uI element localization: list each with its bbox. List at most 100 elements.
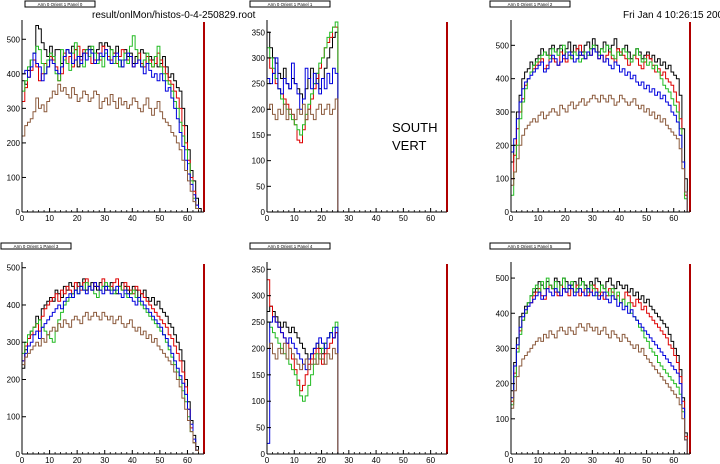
- panel-title: Arm 0 Orient 1 Panel 2: [508, 2, 553, 7]
- y-tick-label: 500: [7, 264, 21, 273]
- histogram-series-brown: [266, 98, 339, 212]
- y-tick-label: 300: [7, 338, 21, 347]
- x-tick-label: 20: [561, 214, 570, 223]
- histogram-series-red: [21, 278, 204, 455]
- x-tick-label: 60: [183, 456, 192, 464]
- y-tick-label: 200: [7, 375, 21, 384]
- y-tick-label: 500: [496, 274, 510, 283]
- panel-title: Arm 0 Orient 1 Panel 3: [14, 244, 59, 249]
- y-tick-label: 0: [16, 450, 21, 459]
- x-tick-label: 10: [290, 456, 299, 464]
- x-tick-label: 50: [642, 214, 651, 223]
- y-tick-label: 250: [252, 80, 266, 89]
- y-tick-label: 400: [496, 75, 510, 84]
- x-tick-label: 30: [344, 456, 353, 464]
- histogram-series-blue: [21, 49, 204, 213]
- x-tick-label: 0: [265, 456, 270, 464]
- y-tick-label: 100: [496, 175, 510, 184]
- y-tick-label: 0: [505, 450, 510, 459]
- panel-title-box: [249, 0, 331, 8]
- panel-title: Arm 0 Orient 1 Panel 4: [268, 244, 313, 249]
- x-tick-label: 50: [155, 214, 164, 223]
- x-tick-label: 60: [426, 214, 435, 223]
- histogram-series-green: [510, 277, 690, 455]
- panel-title-box: [0, 242, 72, 250]
- y-tick-label: 150: [252, 131, 266, 140]
- timestamp-label: Fri Jan 4 10:26:15 2008: [623, 10, 720, 21]
- y-tick-label: 100: [496, 415, 510, 424]
- histogram-series-brown: [510, 323, 690, 455]
- histogram-series-blue: [266, 316, 339, 454]
- x-tick-label: 50: [155, 456, 164, 464]
- y-tick-label: 500: [496, 41, 510, 50]
- x-tick-label: 50: [642, 456, 651, 464]
- x-tick-label: 10: [45, 214, 54, 223]
- y-tick-label: 0: [261, 208, 266, 217]
- x-tick-label: 60: [669, 214, 678, 223]
- x-tick-label: 20: [73, 214, 82, 223]
- y-tick-label: 300: [252, 292, 266, 301]
- y-tick-label: 0: [261, 450, 266, 459]
- panel-title: Arm 0 Orient 1 Panel 5: [508, 244, 553, 249]
- histogram-series-blue: [21, 282, 204, 455]
- x-tick-label: 60: [183, 214, 192, 223]
- x-tick-label: 0: [509, 456, 514, 464]
- x-tick-label: 10: [45, 456, 54, 464]
- y-tick-label: 300: [496, 108, 510, 117]
- x-tick-label: 20: [561, 456, 570, 464]
- panel-title-box: [489, 0, 571, 8]
- histogram-series-brown: [510, 94, 690, 213]
- y-tick-label: 100: [252, 157, 266, 166]
- y-tick-label: 250: [252, 318, 266, 327]
- histogram-series-red: [21, 45, 204, 213]
- y-tick-label: 200: [252, 344, 266, 353]
- y-tick-label: 0: [16, 208, 21, 217]
- y-tick-label: 400: [7, 301, 21, 310]
- x-tick-label: 40: [372, 214, 381, 223]
- y-tick-label: 0: [505, 208, 510, 217]
- x-tick-label: 40: [128, 456, 137, 464]
- histogram-series-brown: [21, 311, 204, 455]
- x-tick-label: 30: [588, 214, 597, 223]
- x-tick-label: 40: [615, 456, 624, 464]
- y-tick-label: 200: [496, 141, 510, 150]
- y-tick-label: 200: [7, 139, 21, 148]
- x-tick-label: 10: [534, 214, 543, 223]
- y-tick-label: 350: [252, 28, 266, 37]
- y-tick-label: 200: [252, 105, 266, 114]
- y-tick-label: 100: [7, 413, 21, 422]
- x-tick-label: 30: [100, 214, 109, 223]
- y-tick-label: 100: [7, 173, 21, 182]
- histogram-series-green: [510, 44, 690, 213]
- y-tick-label: 400: [7, 70, 21, 79]
- y-tick-label: 350: [252, 265, 266, 274]
- histogram-series-brown: [21, 83, 204, 213]
- x-tick-label: 20: [317, 456, 326, 464]
- x-tick-label: 40: [615, 214, 624, 223]
- y-tick-label: 300: [7, 104, 21, 113]
- y-tick-label: 300: [252, 54, 266, 63]
- x-tick-label: 50: [399, 214, 408, 223]
- y-tick-label: 50: [256, 424, 265, 433]
- panel-title-box: [249, 242, 331, 250]
- x-tick-label: 40: [372, 456, 381, 464]
- x-tick-label: 30: [588, 456, 597, 464]
- x-tick-label: 0: [509, 214, 514, 223]
- y-tick-label: 150: [252, 371, 266, 380]
- x-tick-label: 50: [399, 456, 408, 464]
- histogram-series-blue: [510, 48, 690, 213]
- y-tick-label: 100: [252, 397, 266, 406]
- y-tick-label: 500: [7, 35, 21, 44]
- y-tick-label: 400: [496, 309, 510, 318]
- histogram-series-blue: [510, 284, 690, 455]
- x-tick-label: 60: [669, 456, 678, 464]
- x-tick-label: 20: [317, 214, 326, 223]
- x-tick-label: 60: [426, 456, 435, 464]
- x-tick-label: 10: [290, 214, 299, 223]
- x-tick-label: 0: [265, 214, 270, 223]
- side-label-vert: VERT: [392, 138, 427, 153]
- x-tick-label: 20: [73, 456, 82, 464]
- histogram-series-brown: [266, 342, 339, 454]
- panel-title-box: [489, 242, 571, 250]
